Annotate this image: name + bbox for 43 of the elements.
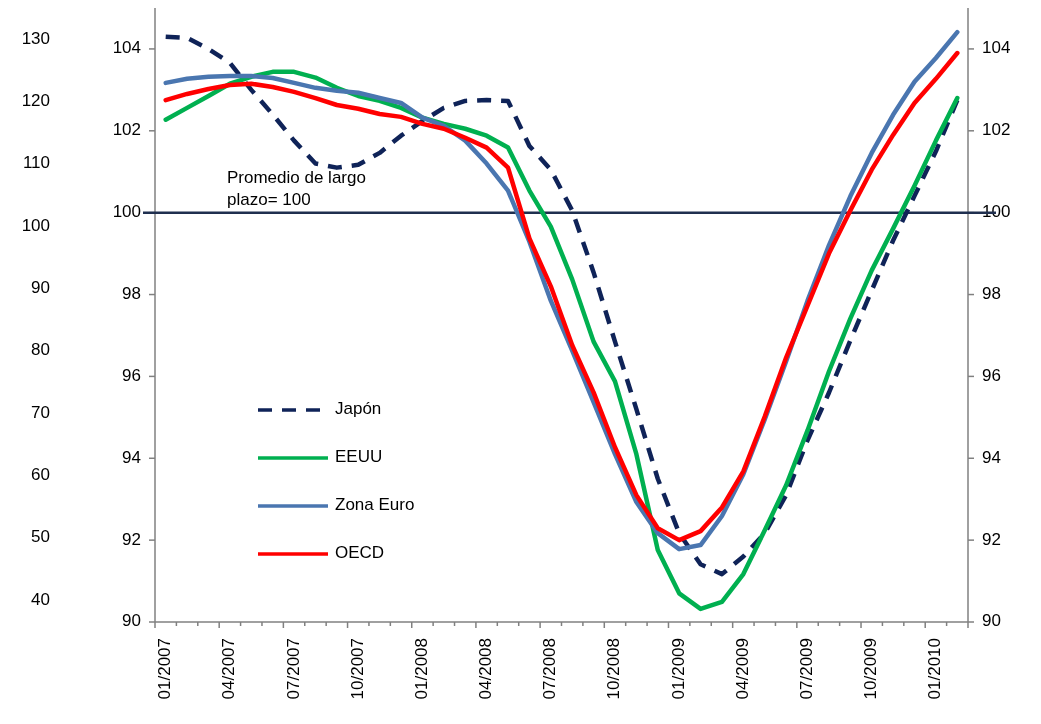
legend-label: Zona Euro [335,495,415,515]
x-tick-label: 04/2009 [732,638,752,700]
y2-tick-label: 92 [982,529,1001,549]
x-tick-label: 04/2007 [219,638,239,700]
y-tick-label: 94 [122,447,141,467]
y3-tick-label: 50 [31,527,50,547]
y-tick-label: 104 [112,38,141,58]
y3-tick-label: 70 [31,402,50,422]
y-tick-label: 100 [112,202,141,222]
legend-label: EEUU [335,447,383,467]
legend-label: OECD [335,543,385,563]
x-tick-label: 10/2007 [347,638,367,700]
y3-tick-label: 40 [31,589,50,609]
y-tick-label: 92 [122,529,141,549]
y3-tick-label: 120 [21,90,50,110]
y2-tick-label: 104 [982,38,1011,58]
x-tick-label: 01/2009 [668,638,688,700]
y2-tick-label: 90 [982,611,1001,631]
y3-tick-label: 100 [21,215,50,235]
x-tick-label: 07/2008 [540,638,560,700]
y-tick-label: 96 [122,365,141,385]
y2-tick-label: 94 [982,447,1001,467]
x-tick-label: 07/2009 [797,638,817,700]
ref-line-label: Promedio de largo plazo= 100 [227,167,366,209]
legend-label: Japón [335,399,382,419]
y3-tick-label: 60 [31,465,50,484]
y3-tick-label: 110 [22,153,50,173]
y2-tick-label: 96 [982,365,1001,385]
y-tick-label: 98 [122,284,141,304]
y-tick-label: 90 [122,611,141,631]
x-tick-label: 04/2008 [476,638,496,700]
x-tick-label: 01/2008 [411,638,431,700]
x-tick-label: 10/2008 [604,638,624,700]
y2-tick-label: 98 [982,284,1001,304]
x-tick-label: 07/2007 [283,638,303,700]
y3-tick-label: 80 [31,340,50,360]
y3-tick-label: 90 [31,277,50,297]
x-tick-label: 10/2009 [861,638,881,700]
y-tick-label: 102 [112,120,141,140]
x-tick-label: 01/2007 [155,638,175,700]
y3-tick-label: 130 [21,28,50,48]
x-tick-label: 01/2010 [925,638,945,700]
y2-tick-label: 102 [982,120,1011,140]
